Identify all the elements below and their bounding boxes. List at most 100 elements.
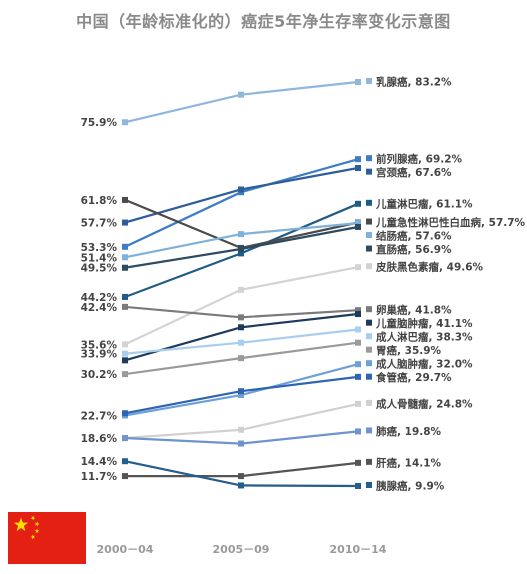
y-tick-label: 53.3% [81, 242, 118, 254]
data-point [355, 79, 361, 85]
y-tick-label: 35.6% [81, 339, 118, 351]
y-tick-label: 11.7% [81, 471, 118, 483]
end-label-marker [366, 427, 372, 434]
chart-title: 中国（年龄标准化的）癌症5年净生存率变化示意图 [76, 12, 451, 31]
data-point [355, 220, 361, 227]
data-point [238, 286, 244, 293]
end-label-marker [366, 245, 372, 252]
y-tick-label: 57.7% [81, 218, 118, 230]
end-label-marker [366, 482, 372, 488]
data-point [122, 219, 128, 226]
end-label-marker [366, 306, 372, 313]
data-point [238, 355, 244, 362]
series-end-label: 胃癌, 35.9% [376, 344, 442, 357]
end-label-marker [366, 199, 372, 206]
flag-big-star [13, 517, 29, 532]
data-point [122, 303, 128, 310]
series-end-label: 肺癌, 19.8% [376, 425, 442, 438]
data-point [122, 341, 128, 348]
end-label-marker [366, 319, 372, 326]
data-point [122, 473, 128, 480]
end-labels: 乳腺癌, 83.2% 前列腺癌, 69.2%宫颈癌, 67.6% 儿童淋巴瘤, 61… [366, 76, 526, 493]
series-end-label: 皮肤黑色素瘤, 49.6% [375, 261, 484, 274]
data-point [238, 440, 244, 447]
series-end-label: 儿童淋巴瘤, 61.1% [375, 197, 473, 210]
end-label-marker [366, 373, 372, 380]
data-point [238, 339, 244, 346]
data-point [122, 243, 128, 250]
y-tick-label: 30.2% [81, 369, 118, 381]
data-point [355, 428, 361, 435]
data-point [122, 196, 128, 203]
y-tick-label: 49.5% [81, 263, 118, 275]
y-tick-label: 33.9% [81, 349, 118, 361]
end-label-marker [366, 232, 372, 239]
data-point [122, 350, 128, 357]
y-tick-labels: 75.9% 61.8% 57.7% 53.3%51.4%49.5% 44.2%42.4%… [81, 117, 118, 483]
data-point [355, 307, 361, 314]
data-point [355, 311, 361, 318]
series-end-label: 前列腺癌, 69.2% [376, 153, 463, 166]
flag-small-star [30, 534, 36, 540]
data-point [238, 482, 244, 489]
data-point [238, 91, 244, 98]
x-tick-label: 2010－14 [330, 543, 387, 556]
series-line [124, 80, 359, 124]
series-end-label: 成人淋巴瘤, 38.3% [376, 331, 473, 344]
data-point [355, 361, 361, 368]
flag-china [8, 512, 86, 564]
series-end-label: 胰腺癌, 9.9% [376, 480, 445, 493]
series-line [124, 312, 359, 362]
data-point [355, 373, 361, 380]
series-lines [124, 80, 359, 488]
series-end-label: 肝癌, 14.1% [376, 456, 442, 469]
y-tick-label: 22.7% [81, 410, 118, 422]
data-point [238, 250, 244, 257]
data-point [355, 200, 361, 207]
series-end-label: 食管癌, 29.7% [375, 371, 452, 384]
data-point [122, 119, 128, 126]
data-point [238, 388, 244, 395]
data-point [238, 324, 244, 331]
end-label-marker [366, 333, 372, 340]
series-line [124, 198, 359, 250]
series-markers [122, 79, 361, 489]
y-tick-label: 75.9% [81, 117, 118, 129]
series-end-label: 直肠癌, 56.9% [376, 243, 452, 256]
y-tick-label: 18.6% [81, 433, 118, 445]
end-label-marker [366, 78, 372, 84]
y-tick-label: 14.4% [81, 456, 118, 468]
data-point [122, 264, 128, 271]
flag-stars [13, 515, 40, 540]
x-tick-label: 2000－04 [97, 543, 154, 556]
end-label-marker [366, 346, 372, 353]
flag-small-star [30, 515, 36, 521]
x-axis-labels: 2000－04 2005－09 2010－14 [97, 543, 387, 556]
data-point [238, 392, 244, 399]
end-label-marker [366, 218, 372, 225]
series-end-label: 成人骨髓瘤, 24.8% [376, 397, 473, 410]
end-label-marker [366, 155, 372, 162]
y-tick-label: 61.8% [81, 195, 118, 207]
data-point [355, 459, 361, 466]
data-point [122, 435, 128, 442]
y-tick-label: 44.2% [81, 292, 118, 304]
data-point [238, 246, 244, 253]
data-point [355, 223, 361, 230]
data-point [238, 473, 244, 480]
data-point [122, 254, 128, 261]
end-label-marker [366, 399, 372, 406]
data-point [238, 314, 244, 321]
series-end-label: 儿童急性淋巴性白血病, 57.7% [375, 216, 526, 229]
data-point [355, 400, 361, 407]
data-point [355, 156, 361, 163]
series-end-label: 成人脑肿瘤, 32.0% [376, 358, 473, 371]
data-point [122, 371, 128, 378]
data-point [122, 458, 128, 465]
data-point [355, 339, 361, 346]
data-point [238, 426, 244, 433]
data-point [238, 231, 244, 238]
data-point [122, 357, 128, 364]
y-tick-label: 42.4% [81, 302, 118, 314]
